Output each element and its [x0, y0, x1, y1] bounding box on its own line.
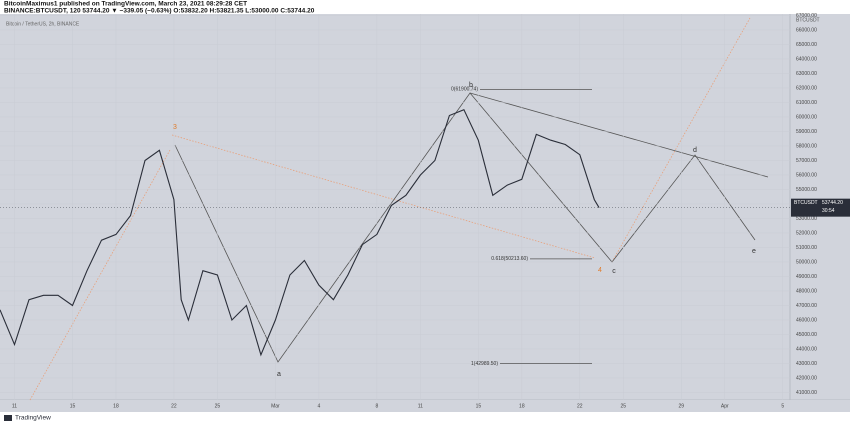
header-line: BitcoinMaximus1 published on TradingView…: [4, 1, 247, 8]
y-tick-label: 67000.00: [796, 13, 817, 19]
y-tick-label: 62000.00: [796, 85, 817, 91]
brand: TradingView: [15, 415, 51, 422]
legend-entry: BTCUSDT: [796, 17, 820, 23]
y-tick-label: 58000.00: [796, 143, 817, 149]
x-tick-label: Apr: [721, 403, 729, 409]
resistance-line: [469, 92, 769, 178]
price-line: [0, 108, 600, 357]
y-tick-label: 51000.00: [796, 245, 817, 251]
x-tick-label: 5: [781, 403, 784, 409]
y-tick-label: 65000.00: [796, 42, 817, 48]
fib-label: 0(61900.74): [451, 87, 478, 93]
y-tick-label: 66000.00: [796, 27, 817, 33]
wave-label: d: [693, 147, 697, 154]
x-tick-label: 18: [113, 403, 119, 409]
y-tick-label: 56000.00: [796, 172, 817, 178]
wave-label: b: [469, 82, 473, 89]
y-tick-label: 50000.00: [796, 259, 817, 265]
header-line: BINANCE:BTCUSDT, 120 53744.20 ▼ −339.05 …: [4, 8, 315, 15]
x-tick-label: 15: [476, 403, 482, 409]
y-tick-label: 43000.00: [796, 361, 817, 367]
x-tick-label: 11: [418, 403, 423, 409]
trend-line: [171, 134, 596, 259]
chart-title: Bitcoin / TetherUS, 2h, BINANCE: [6, 21, 80, 27]
y-tick-label: 63000.00: [796, 71, 817, 77]
price-box: [791, 198, 850, 217]
y-tick-label: 57000.00: [796, 158, 817, 164]
y-tick-label: 59000.00: [796, 129, 817, 135]
y-tick-label: 49000.00: [796, 274, 817, 280]
y-tick-label: 46000.00: [796, 317, 817, 323]
x-tick-label: 4: [318, 403, 321, 409]
x-tick-label: 22: [577, 403, 583, 409]
footer: TradingView: [4, 415, 51, 422]
y-tick-label: 60000.00: [796, 114, 817, 120]
wave-label: 3: [173, 124, 177, 131]
logo: [4, 415, 12, 421]
fib-label: 0.618(50213.60): [491, 256, 528, 262]
y-tick-label: 45000.00: [796, 332, 817, 338]
y-tick-label: 48000.00: [796, 288, 817, 294]
x-tick-label: 25: [215, 403, 221, 409]
x-tick-label: Mar: [271, 403, 280, 409]
wave-label: 4: [598, 267, 602, 274]
x-tick-label: 25: [621, 403, 627, 409]
y-tick-label: 64000.00: [796, 56, 817, 62]
drawings: [29, 17, 769, 401]
wave-label: a: [277, 371, 281, 378]
y-tick-label: 61000.00: [796, 100, 817, 106]
x-tick-label: 22: [171, 403, 177, 409]
y-tick-label: 44000.00: [796, 346, 817, 352]
wave-label: e: [752, 248, 756, 255]
y-tick-label: 55000.00: [796, 187, 817, 193]
wave-path: [174, 92, 756, 363]
price-countdown: 30:54: [822, 208, 835, 214]
x-tick-label: 29: [679, 403, 685, 409]
price-value: 53744.20: [822, 200, 843, 206]
y-tick-label: 52000.00: [796, 230, 817, 236]
fib-label: 1(42989.50): [471, 361, 498, 367]
price-symbol: BTCUSDT: [794, 200, 818, 206]
y-tick-label: 53000.00: [796, 216, 817, 222]
plot-area: [0, 14, 790, 400]
y-tick-label: 41000.00: [796, 390, 817, 396]
y-tick-label: 42000.00: [796, 375, 817, 381]
x-tick-label: 11: [12, 403, 17, 409]
x-tick-label: 8: [375, 403, 378, 409]
x-tick-label: 15: [70, 403, 76, 409]
time-axis: [0, 400, 850, 412]
wave-label: c: [612, 268, 616, 275]
y-tick-label: 47000.00: [796, 303, 817, 309]
x-tick-label: 18: [519, 403, 525, 409]
